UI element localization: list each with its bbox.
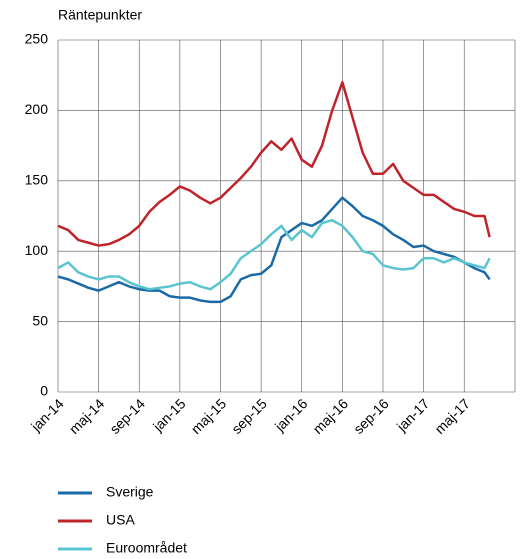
legend-label: Sverige [106, 484, 154, 500]
y-tick-label: 100 [25, 242, 49, 258]
x-tick-label: sep-15 [228, 395, 270, 437]
x-tick-label: maj-16 [310, 395, 352, 437]
axis-label: Räntepunkter [58, 7, 142, 23]
x-tick-label: maj-17 [431, 395, 473, 437]
x-tick-label: sep-14 [106, 395, 148, 437]
y-tick-label: 0 [40, 383, 48, 399]
y-tick-label: 150 [25, 172, 49, 188]
x-tick-label: maj-15 [188, 395, 230, 437]
y-tick-label: 250 [25, 31, 49, 47]
x-tick-label: jan-15 [149, 395, 189, 435]
x-tick-label: maj-14 [66, 395, 108, 437]
y-tick-label: 50 [32, 312, 48, 328]
x-tick-label: sep-16 [350, 395, 392, 437]
y-tick-label: 200 [25, 101, 49, 117]
x-tick-label: jan-14 [27, 395, 67, 435]
x-tick-label: jan-17 [393, 395, 433, 435]
legend-label: USA [106, 512, 135, 528]
x-tick-label: jan-16 [271, 395, 311, 435]
series-line [57, 196, 491, 304]
series-line [57, 218, 491, 291]
legend-label: Euroområdet [106, 540, 187, 556]
series-line [57, 80, 491, 247]
